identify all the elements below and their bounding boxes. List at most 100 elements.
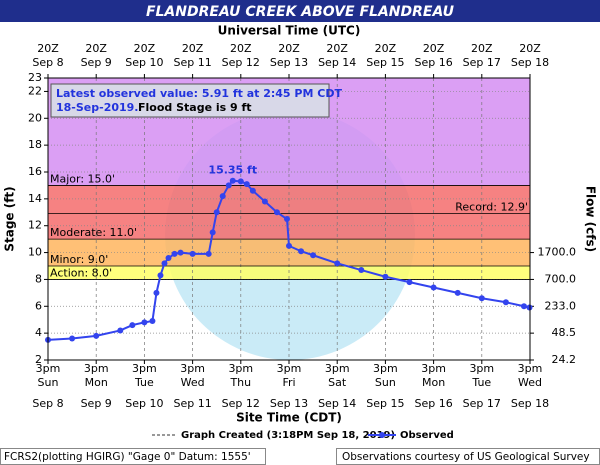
data-point	[502, 299, 509, 306]
chart-title: FLANDREAU CREEK ABOVE FLANDREAU	[146, 4, 455, 20]
x2-tick-label: 20Z	[375, 42, 397, 55]
x-tick-label: Tue	[134, 376, 154, 389]
x-tick-label: 3pm	[180, 362, 205, 375]
legend-entry: Observed	[400, 430, 454, 441]
x-tick-label: Thu	[229, 376, 251, 389]
legend-observed-marker	[379, 432, 385, 438]
x2-tick-label: 20Z	[134, 42, 156, 55]
data-point	[310, 252, 317, 259]
x-tick-label: Sep 18	[511, 397, 549, 410]
latest-date: 18-Sep-2019.	[56, 101, 139, 114]
x2-tick-label: Sep 14	[318, 56, 356, 69]
data-point	[129, 322, 136, 329]
x-tick-label: Sep 10	[125, 397, 163, 410]
data-point	[430, 284, 437, 291]
x2-tick-label: 20Z	[519, 42, 541, 55]
x-tick-label: Sep 11	[173, 397, 211, 410]
x-tick-label: Sep 15	[366, 397, 404, 410]
data-point	[225, 182, 232, 189]
x-tick-label: Tue	[471, 376, 491, 389]
x-tick-label: Sep 8	[32, 397, 63, 410]
y2-tick-label: 24.2	[552, 353, 577, 366]
x-tick-label: 3pm	[518, 362, 543, 375]
x-tick-label: 3pm	[325, 362, 350, 375]
y2-tick-label: 700.0	[545, 272, 577, 285]
data-point	[382, 273, 389, 280]
y-tick-label: 4	[35, 326, 42, 339]
y-tick-label: 2	[35, 353, 42, 366]
x-tick-label: 3pm	[84, 362, 109, 375]
x-tick-label: Mon	[85, 376, 108, 389]
x-tick-label: Sep 12	[222, 397, 260, 410]
info-box	[50, 83, 330, 118]
data-point	[334, 260, 341, 267]
data-point	[177, 249, 184, 256]
data-point	[273, 209, 280, 216]
data-point	[229, 177, 236, 184]
x2-tick-label: Sep 15	[366, 56, 404, 69]
data-point	[249, 187, 256, 194]
data-point	[153, 289, 160, 296]
data-point	[157, 272, 164, 279]
x-tick-label: 3pm	[36, 362, 61, 375]
x-tick-label: Sun	[38, 376, 59, 389]
data-point	[93, 332, 100, 339]
y-tick-label: 22	[28, 84, 42, 97]
y-tick-label: 12	[28, 219, 42, 232]
x-tick-label: 3pm	[469, 362, 494, 375]
data-point	[161, 260, 168, 267]
x2-tick-label: Sep 12	[222, 56, 260, 69]
annotation: 15.35 ft	[208, 164, 257, 177]
x2-tick-label: Sep 18	[511, 56, 549, 69]
x2-tick-label: Sep 11	[173, 56, 211, 69]
x-tick-label: Sep 14	[318, 397, 356, 410]
data-point	[189, 250, 196, 257]
x-tick-label: Sat	[328, 376, 347, 389]
x2-tick-label: Sep 17	[463, 56, 501, 69]
legend-created: Graph Created (3:18PM Sep 18, 2019)	[181, 430, 395, 441]
data-point	[406, 279, 413, 286]
y2-tick-label: 1700.0	[538, 246, 577, 259]
x-tick-label: 3pm	[277, 362, 302, 375]
flood-label: Action: 8.0'	[50, 266, 112, 279]
x-tick-label: 3pm	[373, 362, 398, 375]
data-point	[149, 318, 156, 325]
x-axis-label: Site Time (CDT)	[236, 411, 342, 425]
data-point	[526, 304, 533, 311]
x-tick-label: Fri	[282, 376, 295, 389]
x-tick-label: 3pm	[132, 362, 157, 375]
data-point	[141, 319, 148, 326]
plot-border	[47, 77, 531, 361]
x2-tick-label: Sep 9	[81, 56, 112, 69]
flood-label: Minor: 9.0'	[50, 253, 108, 266]
x2-tick-label: Sep 13	[270, 56, 308, 69]
overlay: Latest observed value: 5.91 ft at 2:45 P…	[50, 83, 342, 118]
y2-tick-label: 233.0	[545, 299, 577, 312]
latest-value: Latest observed value: 5.91 ft at 2:45 P…	[56, 87, 342, 100]
data-point	[520, 303, 527, 310]
footer-credit: Observations courtesy of US Geological S…	[342, 451, 590, 463]
data-point	[219, 193, 226, 200]
x2-tick-label: 20Z	[278, 42, 300, 55]
x2-tick-label: 20Z	[85, 42, 107, 55]
record-label: Record: 12.9'	[455, 201, 528, 214]
x2-tick-label: Sep 16	[414, 56, 452, 69]
data-point	[69, 335, 76, 342]
x2-axis-label: Universal Time (UTC)	[218, 24, 361, 38]
y-tick-label: 16	[28, 165, 42, 178]
flood-label: Major: 15.0'	[50, 172, 115, 185]
x-tick-label: Sep 9	[81, 397, 112, 410]
y-tick-label: 10	[28, 246, 42, 259]
data-point	[298, 248, 305, 255]
data-point	[454, 289, 461, 296]
y-tick-label: 23	[28, 71, 42, 84]
x-tick-label: Sep 17	[463, 397, 501, 410]
x2-tick-label: 20Z	[326, 42, 348, 55]
x-tick-label: Mon	[422, 376, 445, 389]
x2-tick-label: 20Z	[230, 42, 252, 55]
data-point	[358, 267, 365, 274]
title-bar	[0, 0, 600, 22]
x-tick-label: Wed	[181, 376, 205, 389]
